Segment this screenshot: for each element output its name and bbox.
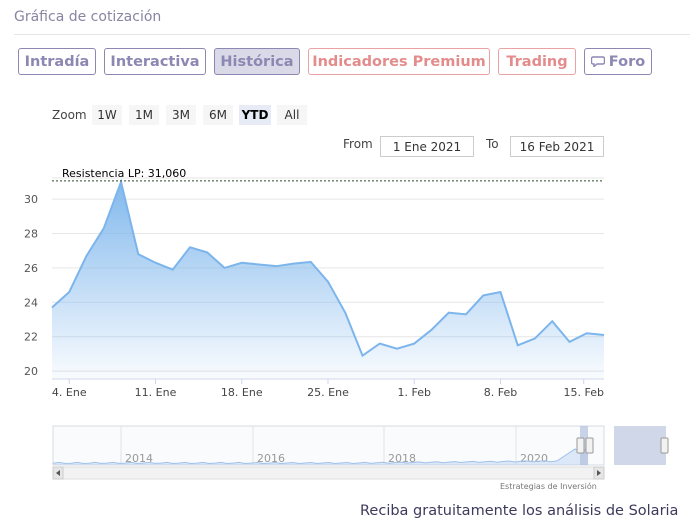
y-tick-label: 22 bbox=[24, 331, 38, 344]
range-to-input[interactable]: 16 Feb 2021 bbox=[510, 136, 604, 157]
y-tick-label: 24 bbox=[24, 296, 38, 309]
range-to-label: To bbox=[486, 137, 499, 151]
y-tick-label: 30 bbox=[24, 193, 38, 206]
navigator-year-label: 2020 bbox=[520, 452, 548, 465]
chart-credits[interactable]: Estrategias de Inversión bbox=[500, 482, 597, 491]
range-from-input[interactable]: 1 Ene 2021 bbox=[380, 136, 474, 157]
x-tick-label: 18. Ene bbox=[221, 386, 263, 399]
navigator-overflow-handle bbox=[660, 437, 669, 454]
series-area bbox=[52, 181, 604, 378]
tab-label: Foro bbox=[608, 53, 646, 70]
chart-navigator[interactable]: 2014 2016 2018 2020 bbox=[0, 420, 694, 480]
tab-intradia[interactable]: Intradía bbox=[18, 48, 96, 75]
y-tick-label: 20 bbox=[24, 365, 38, 378]
x-tick-label: 25. Ene bbox=[307, 386, 349, 399]
page-title: Gráfica de cotización bbox=[14, 9, 162, 25]
navigator-year-label: 2016 bbox=[257, 452, 285, 465]
tab-historica[interactable]: Histórica bbox=[214, 48, 300, 75]
x-tick-label: 1. Feb bbox=[398, 386, 431, 399]
tab-label: Intradía bbox=[24, 53, 90, 70]
y-tick-label: 28 bbox=[24, 227, 38, 240]
tab-foro[interactable]: Foro bbox=[584, 48, 652, 75]
price-chart[interactable]: 20 22 24 26 28 30 Resistencia LP: 31,060 4. Ene… bbox=[0, 160, 694, 410]
chevron-right-icon bbox=[597, 470, 601, 476]
speech-bubble-icon bbox=[590, 56, 605, 67]
tab-interactiva[interactable]: Interactiva bbox=[104, 48, 206, 75]
promo-text[interactable]: Reciba gratuitamente los análisis de Sol… bbox=[360, 503, 679, 519]
zoom-6m-button[interactable]: 6M bbox=[203, 105, 233, 125]
y-tick-label: 26 bbox=[24, 262, 38, 275]
resistance-label: Resistencia LP: 31,060 bbox=[62, 167, 186, 180]
navigator-year-label: 2018 bbox=[388, 452, 416, 465]
navigator-overflow-mask bbox=[614, 426, 666, 465]
zoom-3m-button[interactable]: 3M bbox=[166, 105, 196, 125]
tab-label: Interactiva bbox=[110, 53, 200, 70]
title-divider bbox=[14, 34, 690, 35]
zoom-label: Zoom bbox=[52, 108, 87, 122]
tab-trading[interactable]: Trading bbox=[498, 48, 576, 75]
zoom-ytd-button[interactable]: YTD bbox=[239, 105, 271, 125]
navigator-handle-left bbox=[576, 437, 585, 454]
chevron-left-icon bbox=[56, 470, 60, 476]
tab-label: Indicadores Premium bbox=[312, 53, 486, 70]
x-tick-label: 15. Feb bbox=[564, 386, 604, 399]
navigator-handle-right bbox=[585, 437, 594, 454]
range-from-label: From bbox=[343, 137, 373, 151]
navigator-line bbox=[52, 446, 589, 465]
zoom-1w-button[interactable]: 1W bbox=[92, 105, 122, 125]
x-tick-label: 4. Ene bbox=[52, 386, 87, 399]
navigator-frame bbox=[52, 425, 605, 466]
tab-label: Histórica bbox=[220, 53, 294, 70]
navigator-scrollbar-track bbox=[52, 466, 605, 480]
x-tick-label: 11. Ene bbox=[135, 386, 177, 399]
navigator-year-label: 2014 bbox=[125, 452, 153, 465]
tab-label: Trading bbox=[506, 53, 568, 70]
zoom-1m-button[interactable]: 1M bbox=[129, 105, 159, 125]
x-tick-label: 8. Feb bbox=[484, 386, 517, 399]
zoom-all-button[interactable]: All bbox=[277, 105, 307, 125]
tab-indicadores-premium[interactable]: Indicadores Premium bbox=[308, 48, 490, 75]
